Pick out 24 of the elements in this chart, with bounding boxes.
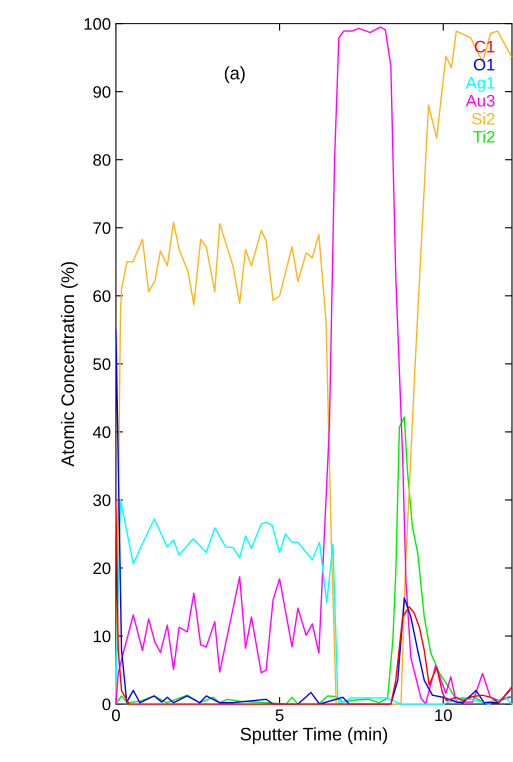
text: Ti2: [473, 130, 494, 143]
y-tick-label: 90: [93, 86, 110, 98]
x-axis-title: Sputter Time (min): [240, 727, 388, 744]
x-tick-label: 0: [112, 709, 120, 722]
annotation: (a): [224, 66, 245, 84]
text: Ag1: [466, 76, 494, 92]
y-tick-label: 20: [93, 562, 110, 574]
y-tick-label: 10: [94, 630, 110, 642]
line-series: [115, 416, 510, 705]
y-axis-title: Atomic Concentration (%): [60, 262, 78, 467]
text: Au3: [466, 94, 495, 107]
y-tick-label: 80: [93, 154, 110, 166]
y-tick-label: 70: [93, 222, 110, 234]
y-tick-label: 30: [93, 494, 110, 506]
y-tick-label: 0: [102, 698, 110, 710]
y-tick-label: 60: [93, 290, 110, 302]
x-tick-label: 10: [435, 709, 452, 722]
y-tick-label: 40: [92, 426, 110, 438]
y-tick-label: 100: [84, 18, 110, 30]
series-label: Si2: [472, 112, 494, 125]
y-tick-label: 50: [93, 358, 110, 370]
text: O1: [474, 58, 494, 71]
x-tick-label: 5: [276, 710, 284, 722]
line-series: [115, 329, 510, 705]
